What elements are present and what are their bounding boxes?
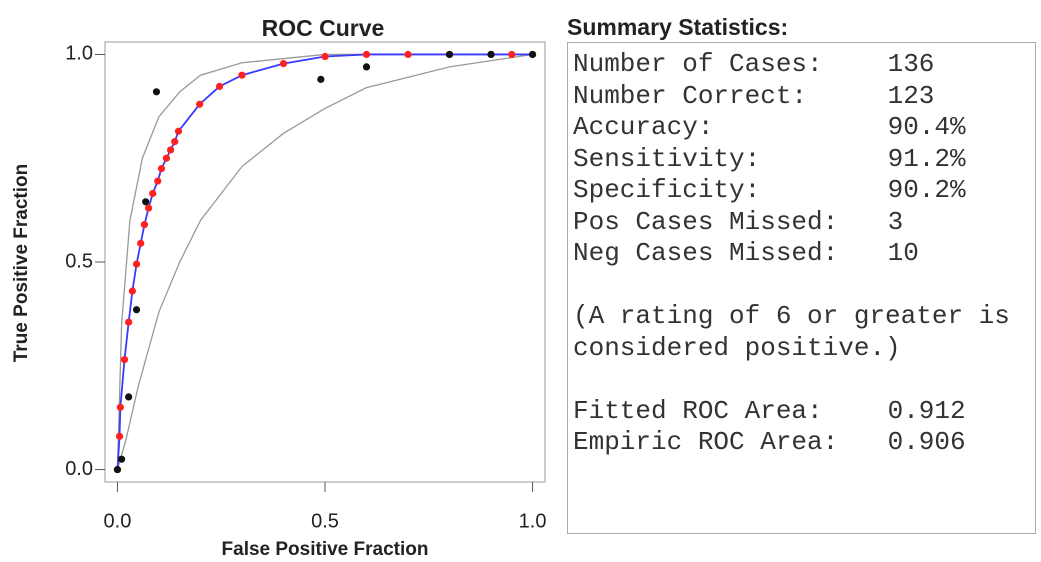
y-axis-label: True Positive Fraction	[11, 164, 32, 363]
stat-label: Number of Cases:	[573, 49, 823, 79]
point	[154, 177, 162, 185]
stat-label: Empiric ROC Area:	[573, 427, 839, 457]
chart: ROC Curve False Positive Fraction True P…	[11, 15, 547, 560]
point	[317, 75, 325, 83]
spacer	[573, 364, 1035, 396]
point	[125, 393, 133, 401]
stat-value: 136	[887, 49, 935, 79]
point	[279, 59, 288, 68]
point	[174, 127, 183, 135]
point	[115, 432, 124, 440]
x-tick-label: 0.5	[311, 510, 339, 532]
point	[404, 50, 412, 59]
curve	[116, 53, 533, 470]
point	[118, 455, 126, 463]
point	[132, 260, 141, 268]
point	[140, 221, 149, 229]
stat-label: Sensitivity:	[573, 143, 761, 174]
curve	[116, 53, 533, 470]
stat-label: Fitted ROC Area:	[573, 395, 823, 426]
stat-value: 0.906	[887, 427, 966, 457]
stat-row: Empiric ROC Area: 0.906	[573, 427, 1035, 459]
stat-value: 90.2%	[887, 175, 966, 205]
point	[128, 287, 136, 295]
point	[137, 239, 145, 247]
summary-title: Summary Statistics:	[567, 14, 789, 40]
point	[215, 82, 224, 91]
stat-row: Specificity: 90.2%	[573, 175, 1035, 207]
point	[362, 50, 371, 59]
summary-box: Number of Cases: 136 Number Correct: 123 Acc…	[567, 42, 1036, 534]
spacer	[573, 270, 1035, 302]
stat-value: 10	[887, 238, 919, 268]
stat-value: 0.912	[887, 395, 966, 426]
point	[144, 204, 153, 212]
stat-row: Accuracy: 90.4%	[573, 112, 1035, 144]
point	[166, 146, 175, 154]
point	[149, 189, 157, 198]
point	[238, 71, 246, 79]
point	[445, 50, 454, 59]
point	[196, 100, 204, 108]
point	[113, 465, 122, 474]
y-tick-label: 0.0	[65, 458, 93, 480]
stat-row: Neg Cases Missed: 10	[573, 238, 1035, 270]
y-tick-label: 1.0	[65, 43, 93, 65]
point	[362, 63, 371, 71]
point	[142, 198, 150, 206]
y-tick-label: 0.5	[65, 250, 93, 272]
curve	[116, 53, 533, 470]
note: (A rating of 6 or greater is considered …	[573, 301, 1010, 363]
stat-row: Fitted ROC Area: 0.912	[573, 396, 1035, 428]
point	[487, 50, 495, 59]
stat-value: 3	[887, 206, 904, 237]
point	[125, 318, 133, 326]
stat-row: Sensitivity: 91.2%	[573, 144, 1035, 176]
point	[152, 88, 161, 96]
chart-title: ROC Curve	[262, 15, 385, 41]
point	[162, 154, 171, 162]
point	[171, 138, 179, 146]
point	[321, 52, 329, 61]
point	[120, 355, 129, 364]
stat-row: Number Correct: 123	[573, 81, 1035, 113]
point	[528, 50, 537, 59]
stat-value: 91.2%	[887, 143, 966, 174]
stat-row: Number of Cases: 136	[573, 49, 1035, 81]
x-tick-label: 0.0	[104, 510, 132, 532]
stat-label: Pos Cases Missed:	[573, 206, 839, 237]
stat-value: 90.4%	[887, 112, 966, 142]
stat-label: Specificity:	[573, 175, 761, 205]
point	[116, 403, 124, 411]
x-axis-label: False Positive Fraction	[222, 539, 429, 560]
point	[132, 306, 141, 314]
stat-label: Number Correct:	[573, 80, 808, 111]
point	[157, 165, 166, 173]
x-tick-label: 1.0	[519, 510, 547, 532]
stat-label: Accuracy:	[573, 112, 714, 142]
stat-row: Pos Cases Missed: 3	[573, 207, 1035, 239]
point	[508, 50, 516, 59]
stat-value: 123	[887, 80, 935, 111]
stat-label: Neg Cases Missed:	[573, 238, 839, 268]
